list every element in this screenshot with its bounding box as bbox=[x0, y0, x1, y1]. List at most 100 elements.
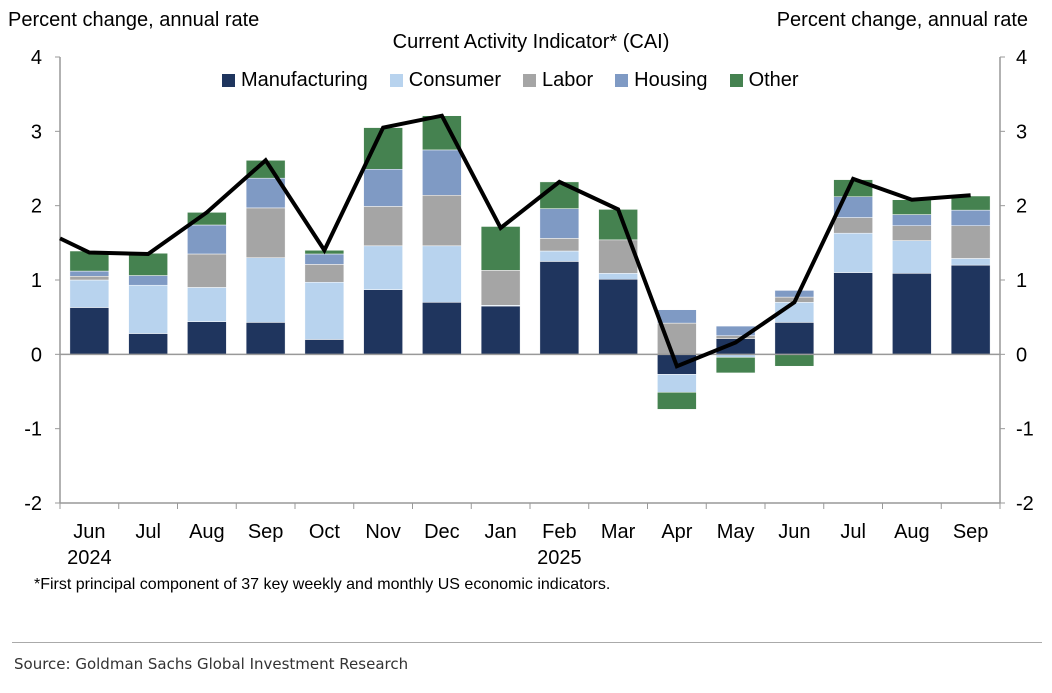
bar-consumer bbox=[128, 284, 168, 334]
bar-labor bbox=[892, 225, 932, 241]
x-tick-label: Jun bbox=[778, 521, 810, 543]
x-tick-label: Jul bbox=[135, 521, 161, 543]
bar-manufacturing bbox=[598, 279, 638, 355]
source-note: Source: Goldman Sachs Global Investment … bbox=[14, 655, 409, 673]
bar-labor bbox=[539, 238, 580, 252]
legend-label: Other bbox=[748, 69, 799, 91]
x-tick-label: May bbox=[717, 521, 755, 543]
bar-consumer bbox=[657, 374, 697, 393]
bar-housing bbox=[187, 224, 227, 255]
bar-labor bbox=[187, 253, 227, 288]
bar-housing bbox=[539, 208, 580, 239]
x-tick-label: Apr bbox=[661, 521, 692, 543]
legend-swatch bbox=[729, 74, 743, 87]
bar-labor bbox=[422, 195, 462, 247]
legend-item-labor: Labor bbox=[523, 69, 593, 92]
x-tick-label: Sep bbox=[953, 521, 989, 543]
y-tick-label-right: 3 bbox=[1016, 121, 1027, 143]
y-tick-label-left: 2 bbox=[31, 196, 42, 218]
y-tick-label-left: 0 bbox=[31, 344, 42, 366]
bar-other bbox=[657, 391, 697, 410]
x-tick-label: Aug bbox=[189, 521, 225, 543]
y-tick-label-right: -1 bbox=[1016, 419, 1034, 441]
legend-swatch bbox=[222, 74, 235, 87]
bar-other bbox=[715, 357, 756, 374]
bar-housing bbox=[657, 309, 697, 324]
bar-housing bbox=[69, 270, 110, 277]
bar-manufacturing bbox=[304, 339, 345, 355]
legend-label: Labor bbox=[542, 69, 594, 91]
bar-labor bbox=[657, 322, 697, 355]
bar-manufacturing bbox=[187, 321, 227, 355]
bar-labor bbox=[950, 225, 991, 259]
bar-consumer bbox=[950, 258, 991, 266]
bar-other bbox=[892, 199, 932, 215]
y-tick-label-left: 3 bbox=[31, 121, 42, 143]
bar-manufacturing bbox=[128, 333, 168, 355]
bar-housing bbox=[774, 290, 815, 298]
chart-title: Current Activity Indicator* (CAI) bbox=[392, 31, 670, 53]
bar-housing bbox=[422, 149, 462, 196]
bar-manufacturing bbox=[245, 322, 286, 355]
legend-swatch bbox=[615, 74, 629, 87]
bar-other bbox=[480, 226, 521, 271]
bar-consumer bbox=[245, 257, 286, 323]
right-axis-label: Percent change, annual rate bbox=[776, 9, 1028, 31]
bar-consumer bbox=[422, 245, 462, 303]
bar-manufacturing bbox=[950, 264, 991, 355]
year-label: 2025 bbox=[537, 547, 582, 569]
y-tick-label-right: 0 bbox=[1016, 344, 1027, 366]
bar-manufacturing bbox=[833, 272, 873, 355]
bar-labor bbox=[245, 207, 286, 258]
bar-manufacturing bbox=[363, 289, 403, 355]
y-tick-label-left: -2 bbox=[24, 493, 42, 515]
bar-other bbox=[539, 181, 580, 209]
legend-label: Housing bbox=[634, 69, 708, 91]
bar-other bbox=[774, 354, 815, 367]
bar-labor bbox=[304, 264, 345, 283]
y-tick-label-right: 4 bbox=[1016, 47, 1027, 69]
x-tick-label: Aug bbox=[894, 521, 930, 543]
bar-manufacturing bbox=[69, 307, 110, 355]
legend-label: Manufacturing bbox=[241, 69, 368, 91]
bar-labor bbox=[69, 276, 110, 281]
bar-other bbox=[128, 252, 168, 276]
bar-housing bbox=[363, 168, 403, 207]
year-label: 2024 bbox=[67, 547, 112, 569]
divider bbox=[12, 642, 1042, 643]
legend-label: Consumer bbox=[408, 69, 502, 91]
bar-other bbox=[363, 127, 403, 170]
legend-item-housing: Housing bbox=[615, 69, 708, 92]
bar-housing bbox=[950, 209, 991, 226]
chart-plot: -2 -2 -1 -1 0 0 1 1 2 2 3 3 4 4 Jun Jul Aug Sep Oct Nov Dec J… bbox=[24, 47, 1034, 569]
legend-item-manufacturing: Manufacturing bbox=[222, 69, 368, 92]
bar-manufacturing bbox=[774, 322, 815, 355]
y-tick-label-right: -2 bbox=[1016, 493, 1034, 515]
bar-housing bbox=[892, 214, 932, 226]
x-tick-label: Sep bbox=[248, 521, 284, 543]
legend-swatch bbox=[523, 74, 537, 87]
x-tick-label: Mar bbox=[601, 521, 636, 543]
y-tick-label-right: 2 bbox=[1016, 196, 1027, 218]
bar-consumer bbox=[187, 287, 227, 322]
bar-labor bbox=[363, 206, 403, 247]
legend: Manufacturing Consumer Labor Housing Other bbox=[222, 69, 821, 92]
bar-housing bbox=[304, 253, 345, 265]
y-tick-label-right: 1 bbox=[1016, 270, 1027, 292]
bar-manufacturing bbox=[892, 273, 932, 355]
bar-housing bbox=[128, 275, 168, 286]
footnote: *First principal component of 37 key wee… bbox=[34, 576, 611, 593]
y-tick-label-left: 4 bbox=[31, 47, 42, 69]
bar-manufacturing bbox=[480, 305, 521, 355]
x-tick-label: Oct bbox=[309, 521, 341, 543]
bar-consumer bbox=[304, 281, 345, 340]
bar-manufacturing bbox=[422, 302, 462, 355]
x-tick-label: Jul bbox=[840, 521, 866, 543]
x-tick-label: Dec bbox=[424, 521, 460, 543]
x-tick-label: Nov bbox=[365, 521, 401, 543]
bar-consumer bbox=[833, 232, 873, 273]
legend-item-other: Other bbox=[729, 69, 799, 92]
x-tick-label: Feb bbox=[542, 521, 576, 543]
bar-consumer bbox=[892, 240, 932, 274]
bar-labor bbox=[715, 335, 756, 339]
